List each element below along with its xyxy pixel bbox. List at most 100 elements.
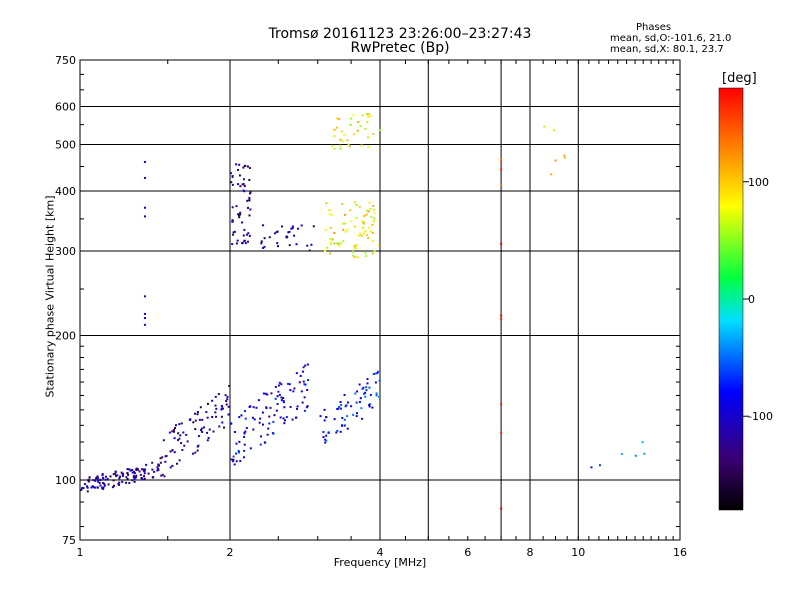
- data-point: [361, 114, 364, 117]
- data-point: [346, 139, 349, 142]
- data-point: [372, 373, 375, 376]
- data-point: [228, 384, 231, 387]
- data-point: [247, 240, 250, 243]
- data-point: [171, 449, 174, 452]
- data-point: [260, 242, 263, 245]
- data-point: [273, 414, 276, 417]
- data-point: [500, 431, 503, 434]
- data-point: [241, 241, 244, 244]
- data-point: [352, 114, 355, 117]
- data-point: [253, 418, 256, 421]
- data-point: [367, 115, 370, 118]
- data-point: [211, 399, 214, 402]
- data-point: [244, 242, 247, 245]
- data-point: [372, 205, 375, 208]
- data-point: [157, 467, 160, 470]
- data-point: [235, 452, 238, 455]
- data-point: [220, 404, 223, 407]
- data-point: [223, 426, 226, 429]
- data-point: [131, 479, 134, 482]
- data-point: [249, 447, 252, 450]
- data-point: [126, 477, 129, 480]
- data-point: [153, 470, 156, 473]
- data-point: [330, 242, 333, 245]
- data-point: [143, 323, 146, 326]
- data-point: [109, 475, 112, 478]
- data-point: [214, 404, 217, 407]
- data-point: [174, 424, 177, 427]
- data-point: [257, 399, 260, 402]
- data-point: [114, 472, 117, 475]
- data-point: [263, 237, 266, 240]
- data-point: [244, 430, 247, 433]
- data-point: [239, 459, 242, 462]
- data-point: [143, 206, 146, 209]
- data-point: [218, 425, 221, 428]
- data-point: [356, 244, 359, 247]
- data-point: [360, 407, 363, 410]
- data-point: [178, 459, 181, 462]
- data-point: [120, 471, 123, 474]
- data-point: [322, 431, 325, 434]
- data-point: [133, 472, 136, 475]
- data-point: [238, 440, 241, 443]
- data-point: [282, 400, 285, 403]
- data-point: [206, 402, 209, 405]
- data-point: [245, 427, 248, 430]
- data-point: [500, 161, 503, 164]
- data-point: [500, 403, 503, 406]
- data-point: [280, 396, 283, 399]
- data-point: [354, 392, 357, 395]
- data-point: [294, 416, 297, 419]
- data-point: [361, 387, 364, 390]
- data-point: [163, 475, 166, 478]
- data-point: [300, 224, 303, 227]
- data-point: [276, 402, 279, 405]
- data-point: [86, 490, 89, 493]
- data-point: [235, 460, 238, 463]
- data-point: [339, 430, 342, 433]
- data-point: [364, 391, 367, 394]
- data-point: [360, 220, 363, 223]
- data-point: [231, 220, 234, 223]
- data-point: [179, 434, 182, 437]
- data-point: [331, 238, 334, 241]
- data-point: [183, 444, 186, 447]
- data-point: [101, 473, 104, 476]
- data-point: [375, 392, 378, 395]
- data-point: [266, 393, 269, 396]
- data-point: [353, 133, 356, 136]
- data-point: [302, 380, 305, 383]
- data-point: [378, 379, 381, 382]
- data-point: [344, 230, 347, 233]
- data-point: [231, 183, 234, 186]
- data-point: [106, 477, 109, 480]
- data-point: [118, 477, 121, 480]
- data-point: [345, 404, 348, 407]
- data-point: [365, 213, 368, 216]
- data-point: [261, 423, 264, 426]
- data-point: [169, 466, 172, 469]
- data-point: [258, 421, 261, 424]
- data-point: [168, 431, 171, 434]
- data-point: [126, 472, 129, 475]
- data-point: [259, 417, 262, 420]
- data-point: [233, 463, 236, 466]
- data-point: [279, 416, 282, 419]
- data-point: [118, 481, 121, 484]
- data-point: [81, 487, 84, 490]
- axes: 1 2 4 6 8 10 16 75 100 200 300 400 500 600 750: [55, 54, 687, 559]
- data-point: [278, 381, 281, 384]
- data-point: [133, 478, 136, 481]
- data-point: [328, 213, 331, 216]
- data-point: [372, 219, 375, 222]
- data-point: [203, 426, 206, 429]
- data-point: [323, 249, 326, 252]
- data-point: [342, 222, 345, 225]
- data-point: [282, 417, 285, 420]
- data-point: [221, 421, 224, 424]
- data-point: [160, 474, 163, 477]
- data-point: [276, 230, 279, 233]
- data-point: [226, 398, 229, 401]
- data-point: [91, 485, 94, 488]
